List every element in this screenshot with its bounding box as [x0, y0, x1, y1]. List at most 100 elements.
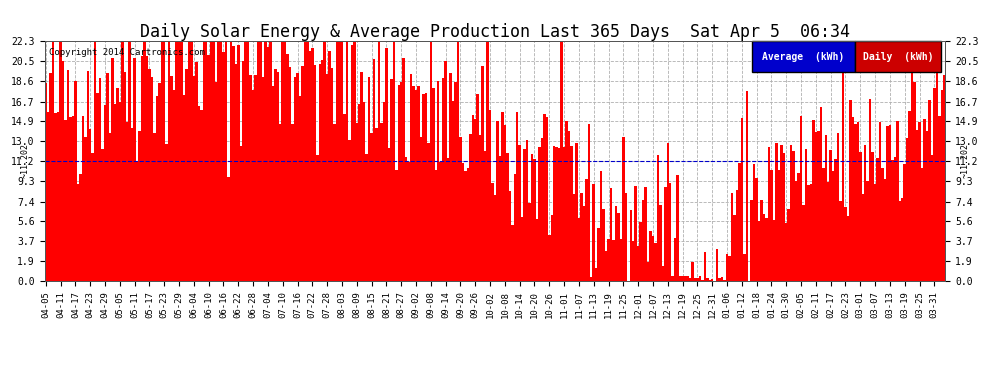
Bar — [284, 42, 286, 281]
Bar — [415, 90, 417, 281]
Bar — [731, 194, 734, 281]
Bar — [750, 200, 753, 281]
Bar — [64, 120, 66, 281]
Bar — [269, 41, 271, 281]
Bar — [807, 184, 810, 281]
Bar — [131, 128, 134, 281]
Bar — [544, 114, 545, 281]
Bar — [200, 110, 203, 281]
Bar — [694, 278, 696, 281]
Bar — [521, 217, 524, 281]
Text: Copyright 2014 Cartronics.com: Copyright 2014 Cartronics.com — [50, 48, 205, 57]
Bar — [760, 201, 763, 281]
Bar — [719, 278, 721, 281]
Bar — [461, 163, 464, 281]
Bar — [536, 219, 539, 281]
Bar — [724, 280, 726, 281]
Bar — [373, 59, 375, 281]
Bar — [56, 112, 59, 281]
Bar — [689, 278, 691, 281]
Bar — [170, 76, 173, 281]
Bar — [674, 238, 676, 281]
Bar — [635, 186, 637, 281]
Text: Average  (kWh): Average (kWh) — [762, 52, 844, 62]
Bar — [160, 41, 163, 281]
Bar — [249, 75, 251, 281]
Bar — [486, 41, 489, 281]
Bar — [163, 42, 165, 281]
Bar — [240, 146, 242, 281]
Bar — [254, 75, 256, 281]
Bar — [271, 86, 274, 281]
Bar — [669, 183, 671, 281]
Bar — [175, 41, 178, 281]
Bar — [696, 278, 699, 281]
Bar — [832, 171, 835, 281]
Bar — [276, 72, 279, 281]
Bar — [758, 221, 760, 281]
Bar — [699, 276, 701, 281]
Bar — [622, 138, 625, 281]
Bar — [410, 74, 412, 281]
Bar — [94, 41, 96, 281]
Bar — [203, 41, 205, 281]
Bar — [620, 238, 622, 281]
Bar — [896, 122, 899, 281]
Bar — [506, 153, 509, 281]
Bar — [817, 131, 820, 281]
Bar — [350, 45, 353, 281]
Bar — [578, 218, 580, 281]
Bar — [336, 41, 339, 281]
Bar — [869, 99, 871, 281]
Bar — [405, 157, 407, 281]
Bar — [891, 160, 894, 281]
Bar — [50, 73, 51, 281]
Bar — [782, 153, 785, 281]
Bar — [835, 159, 837, 281]
Bar — [266, 47, 269, 281]
Bar — [840, 201, 842, 281]
Bar — [570, 146, 573, 281]
Bar — [158, 82, 160, 281]
Bar — [188, 41, 190, 281]
Bar — [846, 216, 849, 281]
Bar — [871, 153, 874, 281]
Bar — [218, 41, 220, 281]
Bar — [899, 201, 901, 281]
Bar — [45, 83, 47, 281]
Bar — [225, 41, 227, 281]
Bar — [400, 82, 403, 281]
Bar — [686, 276, 689, 281]
Bar — [47, 112, 50, 281]
Bar — [679, 276, 681, 281]
Bar — [274, 69, 276, 281]
Bar — [709, 280, 711, 281]
Bar — [646, 262, 649, 281]
Bar — [511, 225, 514, 281]
Bar — [136, 162, 139, 281]
Bar — [743, 254, 745, 281]
Bar — [230, 41, 232, 281]
Bar — [790, 145, 792, 281]
Bar — [129, 41, 131, 281]
Bar — [198, 106, 200, 281]
Bar — [861, 194, 864, 281]
Bar — [195, 62, 198, 281]
Bar — [474, 119, 476, 281]
Bar — [936, 41, 939, 281]
Bar — [592, 184, 595, 281]
Bar — [326, 74, 329, 281]
Bar — [144, 41, 146, 281]
Bar — [583, 206, 585, 281]
Bar — [884, 179, 886, 281]
Bar — [787, 209, 790, 281]
Bar — [66, 70, 69, 281]
Bar — [524, 149, 526, 281]
Bar — [348, 140, 350, 281]
Bar — [904, 164, 906, 281]
Bar — [403, 58, 405, 281]
Bar — [363, 102, 365, 281]
Bar — [585, 179, 587, 281]
Bar — [119, 102, 121, 281]
Bar — [739, 164, 741, 281]
